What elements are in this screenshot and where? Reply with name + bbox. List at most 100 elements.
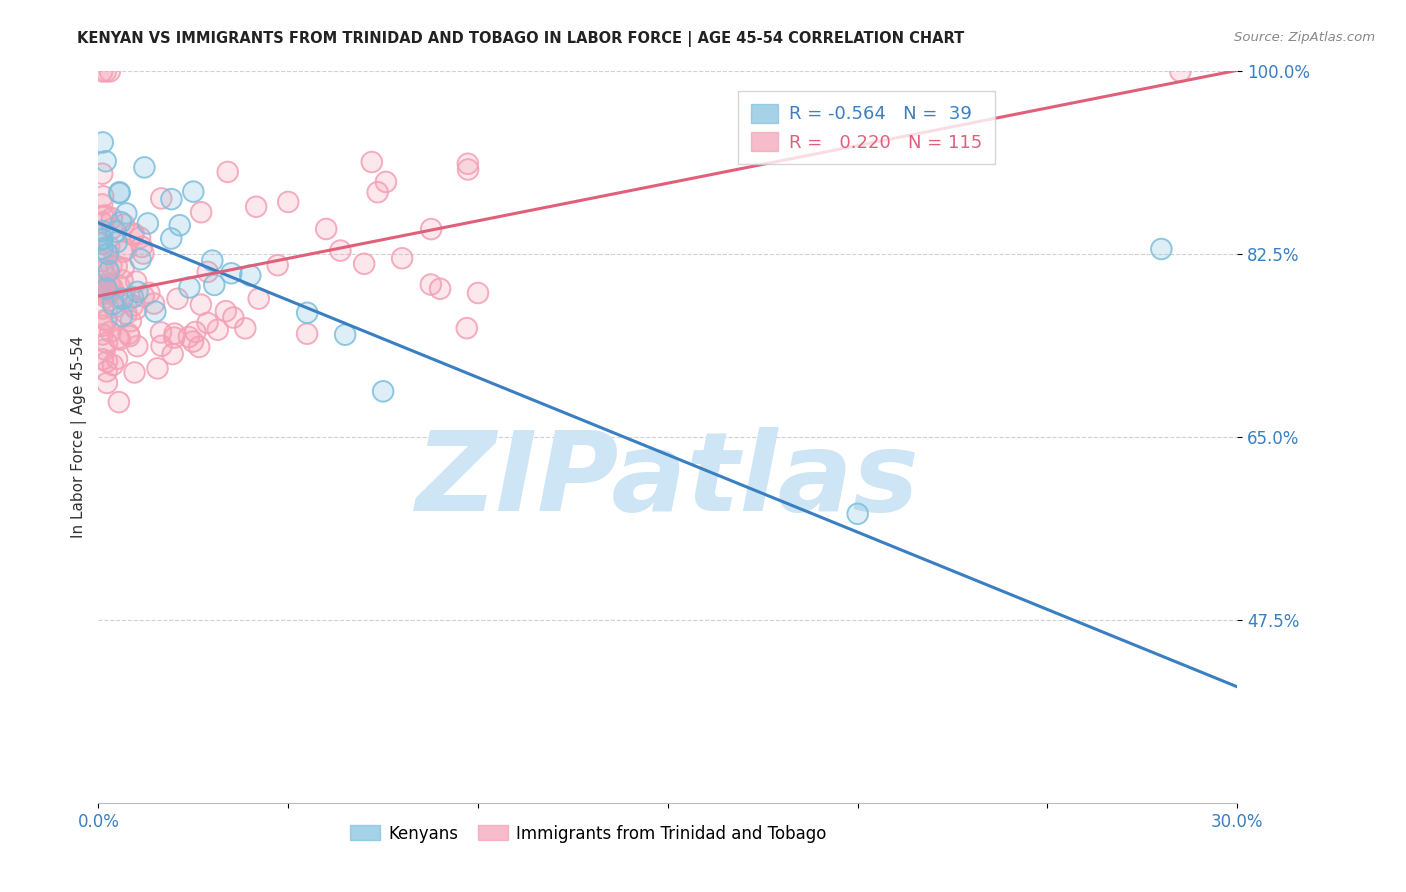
Point <box>91 286 114 301</box>
Point <box>91 282 114 296</box>
Point <box>456 321 478 335</box>
Point <box>197 265 219 279</box>
Text: KENYAN VS IMMIGRANTS FROM TRINIDAD AND TOBAGO IN LABOR FORCE | AGE 45-54 CORRELA: KENYAN VS IMMIGRANTS FROM TRINIDAD AND T… <box>77 31 965 47</box>
Point <box>94 343 117 357</box>
Point <box>94 312 117 326</box>
Point <box>150 191 173 205</box>
Point <box>420 222 443 236</box>
Point <box>112 261 135 276</box>
Point <box>181 334 204 349</box>
Point <box>91 278 114 293</box>
Text: ZIPatlas: ZIPatlas <box>416 427 920 534</box>
Point <box>143 296 166 310</box>
Point <box>120 314 142 328</box>
Point <box>105 290 128 304</box>
Point <box>105 259 128 273</box>
Point <box>122 227 145 241</box>
Point <box>233 321 256 335</box>
Point <box>132 246 155 260</box>
Point <box>266 258 288 272</box>
Point <box>91 167 114 181</box>
Point <box>120 314 142 328</box>
Point <box>183 185 205 199</box>
Point <box>98 325 121 339</box>
Point <box>96 314 118 328</box>
Point <box>177 330 200 344</box>
Point <box>108 395 131 409</box>
Point <box>93 210 115 224</box>
Point <box>91 215 114 229</box>
Point <box>97 285 120 300</box>
Point <box>150 339 173 353</box>
Point <box>96 282 118 296</box>
Point <box>98 240 121 254</box>
Point <box>91 215 114 229</box>
Point <box>367 185 389 199</box>
Point <box>96 335 118 350</box>
Point <box>419 277 441 292</box>
Point <box>94 279 117 293</box>
Point <box>190 298 212 312</box>
Point <box>166 292 188 306</box>
Point <box>97 264 120 278</box>
Point <box>184 325 207 339</box>
Point <box>160 231 183 245</box>
Point <box>91 327 114 342</box>
Point <box>108 186 131 200</box>
Point <box>217 165 239 179</box>
Point <box>115 307 138 321</box>
Point <box>108 186 131 200</box>
Point <box>108 333 131 347</box>
Point <box>96 354 118 368</box>
Point <box>111 292 134 306</box>
Point <box>188 340 211 354</box>
Point <box>96 314 118 328</box>
Point <box>136 216 159 230</box>
Point <box>112 244 135 259</box>
Point <box>93 210 115 224</box>
Point <box>122 290 145 304</box>
Point <box>129 230 152 244</box>
Point <box>105 351 128 366</box>
Point <box>115 307 138 321</box>
Point <box>91 197 114 211</box>
Point <box>190 298 212 312</box>
Point <box>115 294 138 309</box>
Point <box>107 331 129 345</box>
Point <box>146 361 169 376</box>
Point <box>456 321 478 335</box>
Point <box>91 262 114 277</box>
Point <box>96 364 118 378</box>
Point <box>129 252 152 267</box>
Point <box>160 192 183 206</box>
Point <box>94 312 117 326</box>
Point <box>101 211 124 225</box>
Point <box>457 157 479 171</box>
Point <box>315 222 337 236</box>
Point <box>202 277 225 292</box>
Point <box>101 221 124 235</box>
Point <box>91 282 114 296</box>
Point <box>201 253 224 268</box>
Point <box>91 64 114 78</box>
Point <box>98 278 121 293</box>
Point <box>136 216 159 230</box>
Point <box>100 260 122 274</box>
Text: Source: ZipAtlas.com: Source: ZipAtlas.com <box>1234 31 1375 45</box>
Point <box>101 297 124 311</box>
Point <box>149 326 172 340</box>
Point <box>111 309 134 323</box>
Point <box>277 194 299 209</box>
Point <box>391 252 413 266</box>
Point <box>91 285 114 299</box>
Point <box>91 189 114 203</box>
Point <box>101 281 124 295</box>
Point <box>315 222 337 236</box>
Point <box>207 323 229 337</box>
Point <box>329 244 352 258</box>
Point <box>1150 242 1173 256</box>
Point <box>467 285 489 300</box>
Point <box>1170 64 1192 78</box>
Point <box>105 259 128 273</box>
Point <box>190 205 212 219</box>
